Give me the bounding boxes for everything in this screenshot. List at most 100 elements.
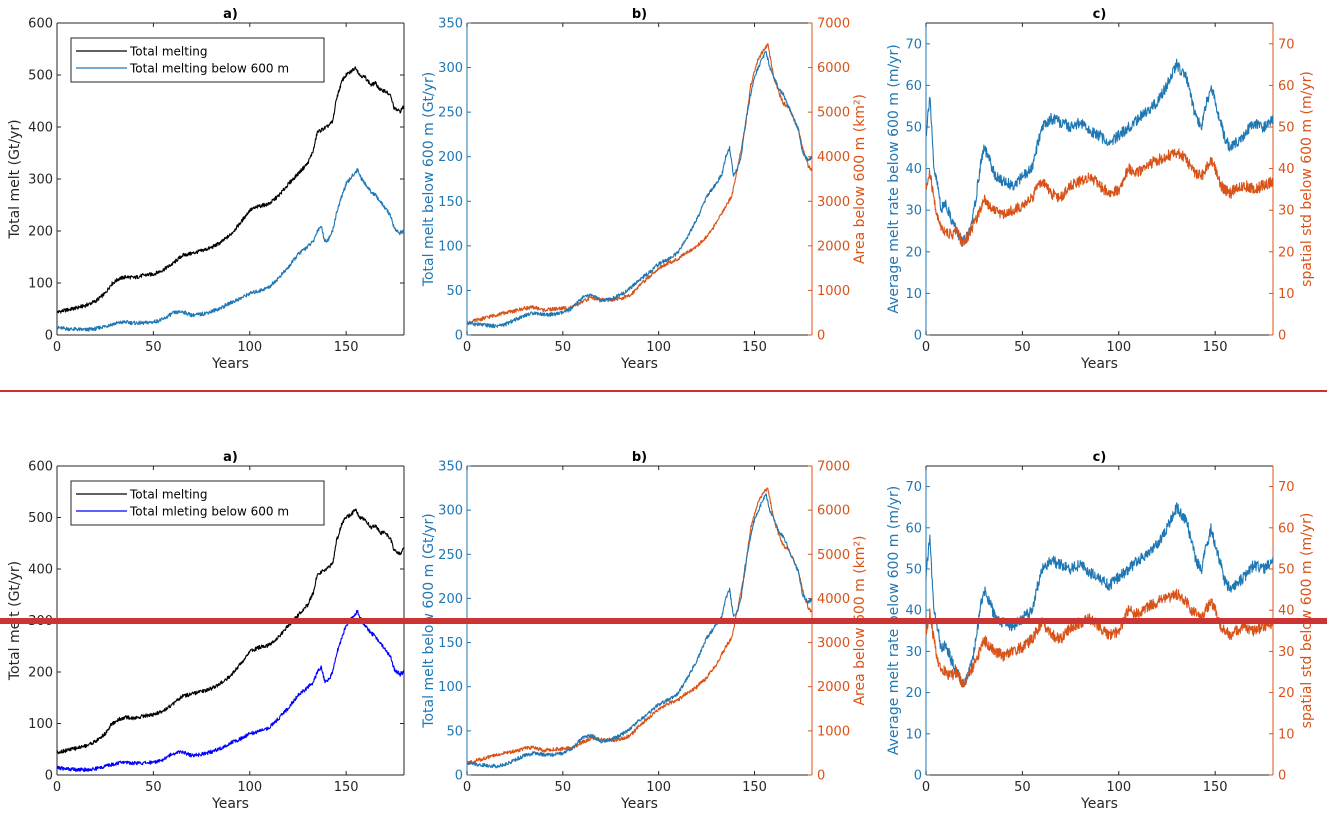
- y-right-tick-label: 60: [1278, 521, 1295, 536]
- y-tick-label: 250: [438, 106, 463, 121]
- x-tick-label: 100: [237, 780, 262, 795]
- y-right-tick-label: 50: [1278, 121, 1295, 136]
- y-right-tick-label: 60: [1278, 79, 1295, 94]
- y-axis-label: Total melt (Gt/yr): [7, 119, 23, 239]
- chart-title: c): [1093, 7, 1107, 22]
- y-tick-label: 40: [905, 604, 922, 619]
- y-tick-label: 200: [438, 592, 463, 607]
- y-tick-label: 300: [438, 504, 463, 519]
- y-tick-label: 10: [905, 287, 922, 302]
- y-right-tick-label: 7000: [817, 460, 850, 475]
- y-tick-label: 50: [905, 121, 922, 136]
- y-tick-label: 600: [28, 460, 53, 475]
- y-right-tick-label: 3000: [817, 195, 850, 210]
- y-right-tick-label: 7000: [817, 17, 850, 32]
- chart-title: b): [632, 7, 647, 22]
- y-right-tick-label: 10: [1278, 287, 1295, 302]
- x-axis-label: Years: [211, 796, 249, 812]
- chart-top-a: 0 50 100 150 0 100 200 300 400 500 600 a) Years Total…: [7, 7, 405, 372]
- y-right-tick-label: 1000: [817, 724, 850, 739]
- x-tick-label: 0: [463, 340, 471, 355]
- chart-title: c): [1093, 450, 1107, 465]
- x-axis-label: Years: [620, 796, 658, 812]
- y-tick-label: 50: [446, 284, 463, 299]
- series-line-1: [56, 508, 405, 755]
- series-line-1: [56, 66, 405, 314]
- chart-bottom-b: 0 50 100 150 0 50 100 150 200 250 300 350 0 1000 2000 3…: [421, 450, 868, 812]
- x-tick-label: 0: [53, 780, 61, 795]
- y-tick-label: 350: [438, 460, 463, 475]
- legend-entry: Total melting below 600 m: [129, 62, 289, 76]
- x-tick-label: 100: [646, 340, 671, 355]
- y-tick-label: 20: [905, 686, 922, 701]
- series-line-2: [925, 148, 1274, 247]
- y-tick-label: 100: [28, 717, 53, 732]
- y-right-tick-label: 0: [817, 329, 825, 344]
- x-tick-label: 50: [555, 340, 572, 355]
- y-axis-label: Total melt below 600 m (Gt/yr): [421, 72, 437, 287]
- y-tick-label: 0: [45, 769, 53, 784]
- y-right-tick-label: 20: [1278, 245, 1295, 260]
- y-tick-label: 0: [914, 769, 922, 784]
- y-tick-label: 60: [905, 79, 922, 94]
- series-line-2: [56, 609, 405, 773]
- y-right-tick-label: 40: [1278, 604, 1295, 619]
- y-tick-label: 100: [438, 239, 463, 254]
- y-tick-label: 350: [438, 17, 463, 32]
- chart-bottom-a: 0501001500100200300400500600a)YearsTotal…: [7, 450, 405, 812]
- y-right-tick-label: 2000: [817, 680, 850, 695]
- y-tick-label: 100: [28, 277, 53, 292]
- y-right-tick-label: 40: [1278, 162, 1295, 177]
- y-tick-label: 200: [438, 150, 463, 165]
- y-tick-label: 300: [438, 61, 463, 76]
- series-line-1: [466, 487, 813, 765]
- legend-box: [70, 480, 325, 526]
- chart-title: a): [223, 450, 238, 465]
- series-line-1: [925, 502, 1274, 688]
- x-tick-label: 50: [555, 780, 572, 795]
- y-right-tick-label: 6000: [817, 504, 850, 519]
- series-line-2: [56, 168, 405, 332]
- legend-box: [70, 37, 325, 83]
- y-tick-label: 300: [28, 173, 53, 188]
- y-tick-label: 400: [28, 563, 53, 578]
- y-right-tick-label: 0: [1278, 329, 1286, 344]
- series-line-1: [466, 43, 813, 326]
- x-tick-label: 0: [53, 340, 61, 355]
- chart-bottom-c: 0 50 100 150 0 10 20 30 40 50 60 70 0 10 20 30 40 50 60 70 c…: [886, 450, 1315, 812]
- y-tick-label: 30: [905, 645, 922, 660]
- chart-top-c: 0 50 100 150 0 10 20 30 40 50 60 70 0 10 20 30 40 50 60 70 c…: [886, 7, 1315, 372]
- y-tick-label: 150: [438, 636, 463, 651]
- y-right-tick-label: 20: [1278, 686, 1295, 701]
- x-tick-label: 150: [334, 780, 359, 795]
- x-tick-label: 50: [1014, 340, 1031, 355]
- y-tick-label: 30: [905, 204, 922, 219]
- y-tick-label: 400: [28, 121, 53, 136]
- x-tick-label: 100: [1106, 780, 1131, 795]
- y-right-tick-label: 50: [1278, 563, 1295, 578]
- x-axis-label: Years: [1080, 356, 1118, 372]
- y-right-tick-label: 4000: [817, 150, 850, 165]
- x-tick-label: 150: [334, 340, 359, 355]
- y-tick-label: 10: [905, 727, 922, 742]
- y-tick-label: 500: [28, 69, 53, 84]
- x-axis-label: Years: [1080, 796, 1118, 812]
- y-axis-label: Average melt rate below 600 m (m/yr): [886, 44, 902, 313]
- x-tick-label: 150: [1203, 780, 1228, 795]
- legend-entry: Total mleting below 600 m: [129, 505, 289, 519]
- x-axis-label: Years: [620, 356, 658, 372]
- series-line-2: [925, 588, 1274, 688]
- y-tick-label: 500: [28, 511, 53, 526]
- y-tick-label: 20: [905, 245, 922, 260]
- x-tick-label: 0: [922, 780, 930, 795]
- y-right-tick-label: 70: [1278, 37, 1295, 52]
- legend-entry: Total melting: [129, 45, 208, 59]
- x-tick-label: 50: [145, 340, 162, 355]
- y-tick-label: 50: [446, 724, 463, 739]
- y-tick-label: 0: [45, 329, 53, 344]
- y-tick-label: 0: [914, 329, 922, 344]
- x-tick-label: 150: [742, 780, 767, 795]
- x-tick-label: 150: [1203, 340, 1228, 355]
- chart-title: b): [632, 450, 647, 465]
- y-tick-label: 60: [905, 521, 922, 536]
